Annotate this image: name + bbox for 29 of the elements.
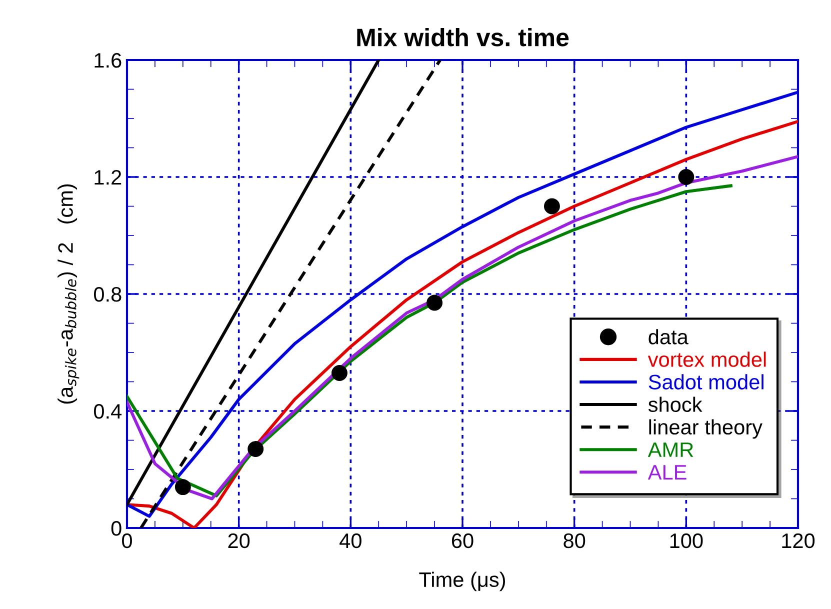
x-axis-title: Time (μs) xyxy=(419,572,506,592)
point xyxy=(248,441,264,458)
y-tick-label: 1.2 xyxy=(94,170,122,185)
point xyxy=(544,198,560,214)
y-tick-label: 0.4 xyxy=(94,404,122,419)
legend-label: vortex model xyxy=(648,352,766,367)
x-tick-label: 20 xyxy=(228,533,250,548)
legend-label: AMR xyxy=(648,442,694,457)
point xyxy=(174,479,191,496)
legend-label: linear theory xyxy=(649,419,762,439)
point xyxy=(426,294,443,311)
x-tick-label: 60 xyxy=(452,533,474,548)
x-tick-label: 0 xyxy=(122,533,132,548)
legend-label: data xyxy=(648,329,688,344)
legend-label: Sadot model xyxy=(648,374,764,390)
chart-title: Mix width vs. time xyxy=(357,28,569,46)
x-tick-label: 40 xyxy=(340,533,362,548)
legend-label: ALE xyxy=(648,465,686,480)
point xyxy=(678,169,694,185)
y-tick-label: 0 xyxy=(111,521,122,536)
y-tick-label: 1.6 xyxy=(94,53,122,68)
x-tick-label: 120 xyxy=(782,533,815,548)
y-axis-title: (a$_{spike}$-a$_{bubble}$) / 2 (cm) xyxy=(58,184,80,404)
x-tick-label: 100 xyxy=(670,533,703,548)
y-tick-label: 0.8 xyxy=(94,287,122,302)
legend-label: shock xyxy=(648,396,702,412)
line-series xyxy=(127,154,798,500)
x-tick-label: 80 xyxy=(564,533,586,548)
point xyxy=(332,364,348,381)
